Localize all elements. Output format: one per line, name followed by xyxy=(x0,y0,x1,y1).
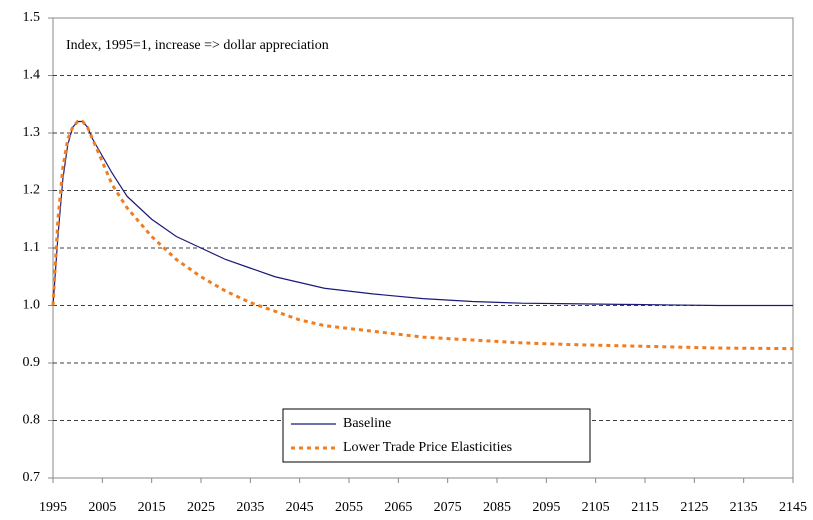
legend-box xyxy=(282,408,591,463)
x-tick-label: 2135 xyxy=(730,500,758,515)
x-tick-label: 2055 xyxy=(335,500,363,515)
x-tick-label: 2025 xyxy=(187,500,215,515)
x-tick-label: 1995 xyxy=(39,500,67,515)
y-tick-label: 1.5 xyxy=(23,10,41,25)
y-tick-label: 0.7 xyxy=(23,470,41,485)
y-tick-label: 1.2 xyxy=(23,183,41,198)
x-tick-label: 2095 xyxy=(532,500,560,515)
y-tick-label: 1.1 xyxy=(23,240,41,255)
series-line xyxy=(51,120,794,351)
annotation: Index, 1995=1, increase => dollar apprec… xyxy=(66,38,329,53)
x-tick-label: 2115 xyxy=(631,500,658,515)
y-tick-label: 1.3 xyxy=(23,125,41,140)
x-tick-label: 2005 xyxy=(88,500,116,515)
x-tick-label: 2075 xyxy=(434,500,462,515)
y-tick-label: 0.9 xyxy=(23,355,41,370)
y-tick-label: 1.4 xyxy=(23,68,41,83)
x-tick-label: 2105 xyxy=(582,500,610,515)
legend-label: Lower Trade Price Elasticities xyxy=(343,440,512,455)
x-tick-label: 2125 xyxy=(680,500,708,515)
x-tick-label: 2035 xyxy=(236,500,264,515)
x-tick-label: 2085 xyxy=(483,500,511,515)
x-tick-label: 2015 xyxy=(138,500,166,515)
x-tick-label: 2145 xyxy=(779,500,807,515)
y-tick-label: 0.8 xyxy=(23,413,41,428)
series-line xyxy=(52,120,793,307)
x-tick-label: 2045 xyxy=(286,500,314,515)
legend-label: Baseline xyxy=(343,416,391,431)
y-tick-label: 1.0 xyxy=(23,298,41,313)
x-tick-label: 2065 xyxy=(384,500,412,515)
